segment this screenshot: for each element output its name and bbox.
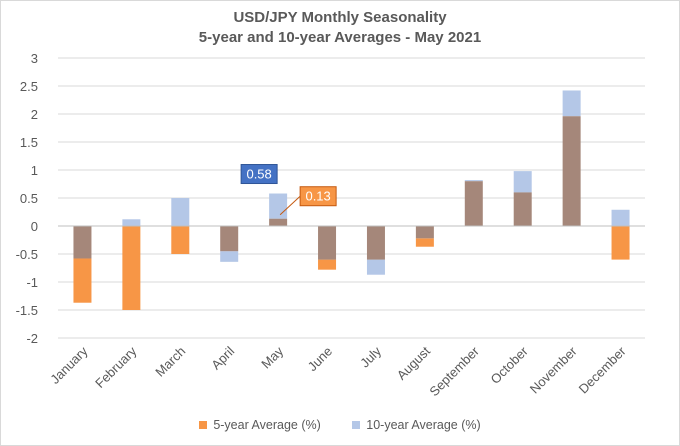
y-tick-label: -0.5 [16, 247, 38, 262]
bar-overlap-june [318, 226, 337, 260]
bar-overlap-september [464, 181, 483, 226]
x-tick-label: May [258, 343, 286, 371]
bar-10yr-october [513, 171, 532, 193]
legend-swatch-5yr [199, 421, 208, 429]
bar-5yr-june [318, 259, 337, 270]
y-tick-label: 1 [31, 163, 38, 178]
bar-10yr-april [220, 251, 239, 262]
x-tick-label: November [527, 343, 580, 396]
legend-swatch-10yr [352, 421, 361, 429]
x-tick-label: September [426, 343, 482, 399]
x-tick-label: October [488, 343, 532, 387]
bar-5yr-august [415, 238, 434, 247]
bar-5yr-february [122, 226, 141, 310]
y-tick-label: -1 [26, 275, 38, 290]
bar-overlap-august [415, 226, 434, 239]
chart-legend: 5-year Average (%) 10-year Average (%) [0, 418, 680, 432]
bar-10yr-march [171, 198, 190, 226]
x-tick-label: January [47, 343, 91, 387]
bar-5yr-january [73, 258, 92, 303]
bar-overlap-january [73, 226, 92, 259]
chart-title: USD/JPY Monthly Seasonality [233, 9, 447, 26]
x-tick-label: March [152, 344, 188, 380]
legend-label-5yr: 5-year Average (%) [213, 418, 321, 432]
y-tick-label: 3 [31, 51, 38, 66]
bar-overlap-november [562, 116, 581, 226]
x-tick-label: August [394, 343, 433, 382]
bar-10yr-september [464, 180, 483, 182]
bar-10yr-november [562, 90, 581, 117]
y-tick-label: 2.5 [20, 79, 38, 94]
y-tick-label: 0.5 [20, 191, 38, 206]
data-label-leader [279, 195, 301, 216]
legend-item-5yr: 5-year Average (%) [199, 418, 321, 432]
y-tick-label: -1.5 [16, 303, 38, 318]
legend-item-10yr: 10-year Average (%) [352, 418, 481, 432]
data-label: 0.58 [246, 167, 271, 182]
chart-title-block: USD/JPY Monthly Seasonality 5-year and 1… [0, 8, 680, 48]
bar-5yr-march [171, 226, 190, 254]
x-tick-label: December [576, 343, 629, 396]
bar-10yr-december [611, 209, 630, 226]
bar-10yr-february [122, 219, 141, 226]
legend-label-10yr: 10-year Average (%) [366, 418, 481, 432]
y-tick-label: -2 [26, 331, 38, 346]
bar-10yr-may [269, 193, 288, 219]
x-tick-label: June [305, 344, 336, 375]
x-tick-label: April [208, 343, 237, 372]
y-tick-label: 1.5 [20, 135, 38, 150]
data-label: 0.13 [305, 189, 330, 204]
bar-overlap-april [220, 226, 239, 252]
bar-10yr-july [366, 259, 385, 275]
bar-overlap-may [269, 218, 288, 226]
bar-overlap-october [513, 192, 532, 226]
bar-5yr-december [611, 226, 630, 260]
y-tick-label: 0 [31, 219, 38, 234]
y-tick-label: 2 [31, 107, 38, 122]
bar-overlap-july [366, 226, 385, 260]
data-label-box [240, 164, 278, 185]
x-tick-label: February [92, 343, 140, 391]
x-tick-label: July [357, 343, 384, 370]
chart-subtitle: 5-year and 10-year Averages - May 2021 [198, 29, 482, 46]
